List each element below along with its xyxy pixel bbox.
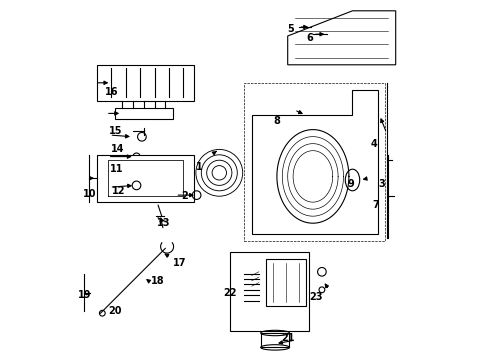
Text: 1: 1 <box>196 162 203 172</box>
Text: 13: 13 <box>157 218 170 228</box>
Text: 6: 6 <box>305 33 312 43</box>
Text: 21: 21 <box>281 333 294 343</box>
Text: 15: 15 <box>109 126 122 136</box>
Text: 8: 8 <box>273 116 280 126</box>
Text: 14: 14 <box>111 144 124 154</box>
Polygon shape <box>265 259 305 306</box>
Polygon shape <box>251 90 377 234</box>
Text: 3: 3 <box>377 179 384 189</box>
Text: 17: 17 <box>173 258 186 268</box>
Text: 19: 19 <box>78 290 91 300</box>
Text: 23: 23 <box>309 292 323 302</box>
Text: 5: 5 <box>286 24 293 34</box>
Bar <box>260 333 289 347</box>
Text: 18: 18 <box>151 276 164 286</box>
Polygon shape <box>287 11 395 65</box>
Text: 10: 10 <box>83 189 96 199</box>
Bar <box>230 252 309 331</box>
Text: 9: 9 <box>346 179 353 189</box>
Polygon shape <box>97 65 194 101</box>
Text: 4: 4 <box>370 139 377 149</box>
Polygon shape <box>97 155 194 202</box>
Text: 11: 11 <box>110 164 123 174</box>
Text: 16: 16 <box>104 87 118 97</box>
Text: 7: 7 <box>372 200 379 210</box>
Text: 22: 22 <box>223 288 236 298</box>
Text: 12: 12 <box>112 186 125 196</box>
Text: 2: 2 <box>182 191 188 201</box>
Text: 20: 20 <box>108 306 122 316</box>
